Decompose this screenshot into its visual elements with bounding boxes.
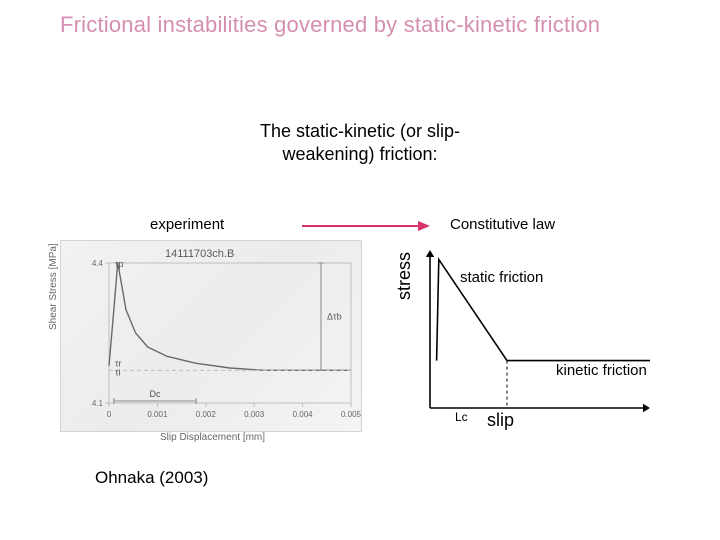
experiment-source-label: 14111703ch.B [165,248,234,260]
svg-text:4.1: 4.1 [92,399,104,408]
svg-text:Dc: Dc [149,389,160,399]
svg-text:Δτb: Δτb [327,312,342,322]
svg-text:0.002: 0.002 [196,410,217,419]
svg-text:τp: τp [115,259,124,269]
svg-text:0: 0 [107,410,112,419]
subtitle-line1: The static-kinetic (or slip- [260,121,460,141]
experiment-ylabel: Shear Stress [MPa] [48,243,59,330]
experiment-label: experiment [150,216,224,233]
experiment-xlabel: Slip Displacement [mm] [160,432,265,443]
kinetic-friction-label: kinetic friction [556,362,647,379]
slip-axis-label: slip [487,410,514,431]
static-friction-label: static friction [460,269,543,286]
citation: Ohnaka (2003) [95,468,208,488]
svg-text:τi: τi [115,368,121,378]
svg-text:0.003: 0.003 [244,410,265,419]
svg-text:0.004: 0.004 [293,410,314,419]
subtitle-line2: weakening) friction: [282,144,437,164]
constitutive-label: Constitutive law [450,216,555,233]
stress-axis-label: stress [394,252,415,300]
svg-text:0.001: 0.001 [147,410,168,419]
svg-text:τr: τr [115,358,122,368]
arrow-icon [300,219,430,233]
subtitle: The static-kinetic (or slip- weakening) … [0,120,720,165]
slide-title: Frictional instabilities governed by sta… [60,12,600,38]
experiment-plot: 0 0.001 0.002 0.003 0.004 0.005 4.1 4.4 τp τiτr Δτ… [60,240,362,432]
lc-label: Lc [455,410,468,424]
svg-text:4.4: 4.4 [92,259,104,268]
svg-text:0.005: 0.005 [341,410,361,419]
experiment-plot-svg: 0 0.001 0.002 0.003 0.004 0.005 4.1 4.4 τp τiτr Δτ… [61,241,361,431]
